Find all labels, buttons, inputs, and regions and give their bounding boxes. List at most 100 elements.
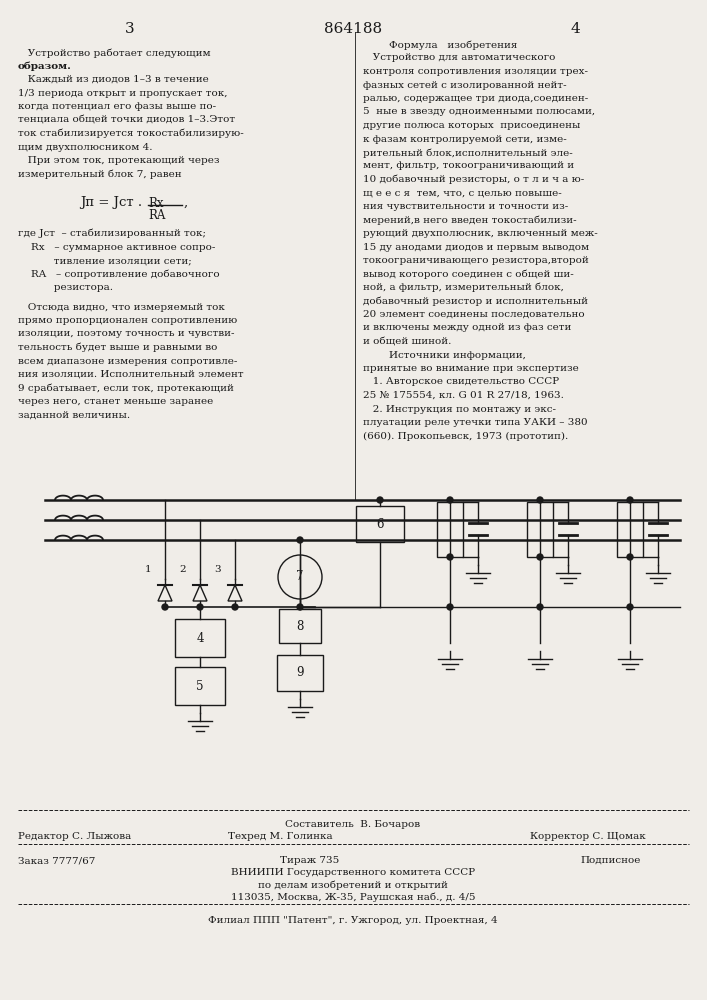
Text: Каждый из диодов 1–3 в течение: Каждый из диодов 1–3 в течение [18,75,209,84]
Text: 3: 3 [214,565,221,574]
Text: Rx: Rx [148,197,163,210]
Circle shape [447,497,453,503]
Text: всем диапазоне измерения сопротивле-: всем диапазоне измерения сопротивле- [18,357,238,365]
Text: 6: 6 [376,518,384,530]
Circle shape [447,604,453,610]
Circle shape [232,604,238,610]
Text: 15 ду анодами диодов и первым выводом: 15 ду анодами диодов и первым выводом [363,242,589,251]
Text: Корректор С. Щомак: Корректор С. Щомак [530,832,645,841]
Text: Jп = Jст .: Jп = Jст . [80,196,142,209]
Text: Источники информации,: Источники информации, [363,351,526,360]
Bar [277,655,323,691]
Text: токоограничивающего резистора,второй: токоограничивающего резистора,второй [363,256,589,265]
Text: и общей шиной.: и общей шиной. [363,337,451,346]
Text: 5: 5 [197,680,204,692]
Text: Техред М. Голинка: Техред М. Голинка [228,832,332,841]
Text: фазных сетей с изолированной нейт-: фазных сетей с изолированной нейт- [363,81,566,90]
Text: 864188: 864188 [324,22,382,36]
Text: 25 № 175554, кл. G 01 R 27/18, 1963.: 25 № 175554, кл. G 01 R 27/18, 1963. [363,391,564,400]
Text: 4: 4 [197,632,204,645]
Text: 8: 8 [296,619,304,633]
Text: заданной величины.: заданной величины. [18,410,130,420]
Text: контроля сопротивления изоляции трех-: контроля сопротивления изоляции трех- [363,67,588,76]
Circle shape [627,604,633,610]
Text: Устройство для автоматического: Устройство для автоматического [363,53,556,62]
Text: Формула   изобретения: Формула изобретения [363,40,518,49]
Text: прямо пропорционален сопротивлению: прямо пропорционален сопротивлению [18,316,238,325]
Text: тивление изоляции сети;: тивление изоляции сети; [18,256,192,265]
Text: 9: 9 [296,666,304,680]
Text: вывод которого соединен с общей ши-: вывод которого соединен с общей ши- [363,269,574,279]
Bar [175,667,225,705]
Text: когда потенциал его фазы выше по-: когда потенциал его фазы выше по- [18,102,216,111]
Circle shape [627,497,633,503]
Text: изоляции, поэтому точность и чувстви-: изоляции, поэтому точность и чувстви- [18,330,235,338]
Text: 1. Авторское свидетельство СССР: 1. Авторское свидетельство СССР [363,377,559,386]
Text: мент, фильтр, токоограничивающий и: мент, фильтр, токоограничивающий и [363,161,574,170]
Text: (660). Прокопьевск, 1973 (прототип).: (660). Прокопьевск, 1973 (прототип). [363,432,568,441]
Circle shape [197,604,203,610]
Text: где Jст  – стабилизированный ток;: где Jст – стабилизированный ток; [18,229,206,238]
Text: рительный блок,исполнительный эле-: рительный блок,исполнительный эле- [363,148,573,157]
Text: ралью, содержащее три диода,соединен-: ралью, содержащее три диода,соединен- [363,94,588,103]
Bar [437,502,463,557]
Circle shape [297,604,303,610]
Text: резистора.: резистора. [18,283,113,292]
Text: ния чувствительности и точности из-: ния чувствительности и точности из- [363,202,568,211]
Circle shape [162,604,168,610]
Bar [356,506,404,542]
Text: ВНИИПИ Государственного комитета СССР: ВНИИПИ Государственного комитета СССР [231,868,475,877]
Text: Заказ 7777/67: Заказ 7777/67 [18,856,95,865]
Text: Редактор С. Лыжова: Редактор С. Лыжова [18,832,132,841]
Text: Rx   – суммарное активное сопро-: Rx – суммарное активное сопро- [18,242,216,251]
Text: ния изоляции. Исполнительный элемент: ния изоляции. Исполнительный элемент [18,370,244,379]
Text: Тираж 735: Тираж 735 [281,856,339,865]
Text: RA: RA [148,209,165,222]
Circle shape [377,497,383,503]
Text: мерений,в него введен токостабилизи-: мерений,в него введен токостабилизи- [363,216,577,225]
Text: добавочный резистор и исполнительный: добавочный резистор и исполнительный [363,296,588,306]
Text: через него, станет меньше заранее: через него, станет меньше заранее [18,397,214,406]
Bar [175,619,225,657]
Text: ной, а фильтр, измерительный блок,: ной, а фильтр, измерительный блок, [363,283,564,292]
Text: плуатации реле утечки типа УАКИ – 380: плуатации реле утечки типа УАКИ – 380 [363,418,588,427]
Text: рующий двухполюсник, включенный меж-: рующий двухполюсник, включенный меж- [363,229,597,238]
Text: и включены между одной из фаз сети: и включены между одной из фаз сети [363,324,571,332]
Text: щим двухполюсником 4.: щим двухполюсником 4. [18,142,153,151]
Text: по делам изобретений и открытий: по делам изобретений и открытий [258,880,448,890]
Text: 3: 3 [125,22,135,36]
Text: принятые во внимание при экспертизе: принятые во внимание при экспертизе [363,364,579,373]
Text: образом.: образом. [18,62,72,71]
Circle shape [297,537,303,543]
Text: 4: 4 [570,22,580,36]
Bar [279,609,321,643]
Bar [617,502,643,557]
Text: 9 срабатывает, если ток, протекающий: 9 срабатывает, если ток, протекающий [18,383,234,393]
Text: ток стабилизируется токостабилизирую-: ток стабилизируется токостабилизирую- [18,129,244,138]
Text: Подписное: Подписное [580,856,641,865]
Text: 113035, Москва, Ж-35, Раушская наб., д. 4/5: 113035, Москва, Ж-35, Раушская наб., д. … [230,892,475,902]
Circle shape [447,554,453,560]
Circle shape [537,604,543,610]
Text: 20 элемент соединены последовательно: 20 элемент соединены последовательно [363,310,585,319]
Text: 10 добавочный резисторы, о т л и ч а ю-: 10 добавочный резисторы, о т л и ч а ю- [363,175,584,184]
Text: RA   – сопротивление добавочного: RA – сопротивление добавочного [18,269,220,279]
Circle shape [537,497,543,503]
Text: измерительный блок 7, равен: измерительный блок 7, равен [18,169,182,179]
Text: Филиал ППП "Патент", г. Ужгород, ул. Проектная, 4: Филиал ППП "Патент", г. Ужгород, ул. Про… [208,916,498,925]
Text: тельность будет выше и равными во: тельность будет выше и равными во [18,343,217,353]
Text: 5  ные в звезду одноименными полюсами,: 5 ные в звезду одноименными полюсами, [363,107,595,116]
Text: 2. Инструкция по монтажу и экс-: 2. Инструкция по монтажу и экс- [363,404,556,414]
Bar [527,502,553,557]
Text: Устройство работает следующим: Устройство работает следующим [18,48,211,57]
Text: При этом ток, протекающий через: При этом ток, протекающий через [18,156,219,165]
Text: к фазам контролируемой сети, изме-: к фазам контролируемой сети, изме- [363,134,567,143]
Circle shape [627,554,633,560]
Text: другие полюса которых  присоединены: другие полюса которых присоединены [363,121,580,130]
Text: ,: , [184,196,188,209]
Text: 2: 2 [180,565,186,574]
Text: тенциала общей точки диодов 1–3.Этот: тенциала общей точки диодов 1–3.Этот [18,115,235,124]
Text: 1: 1 [144,565,151,574]
Circle shape [537,554,543,560]
Text: 7: 7 [296,570,304,584]
